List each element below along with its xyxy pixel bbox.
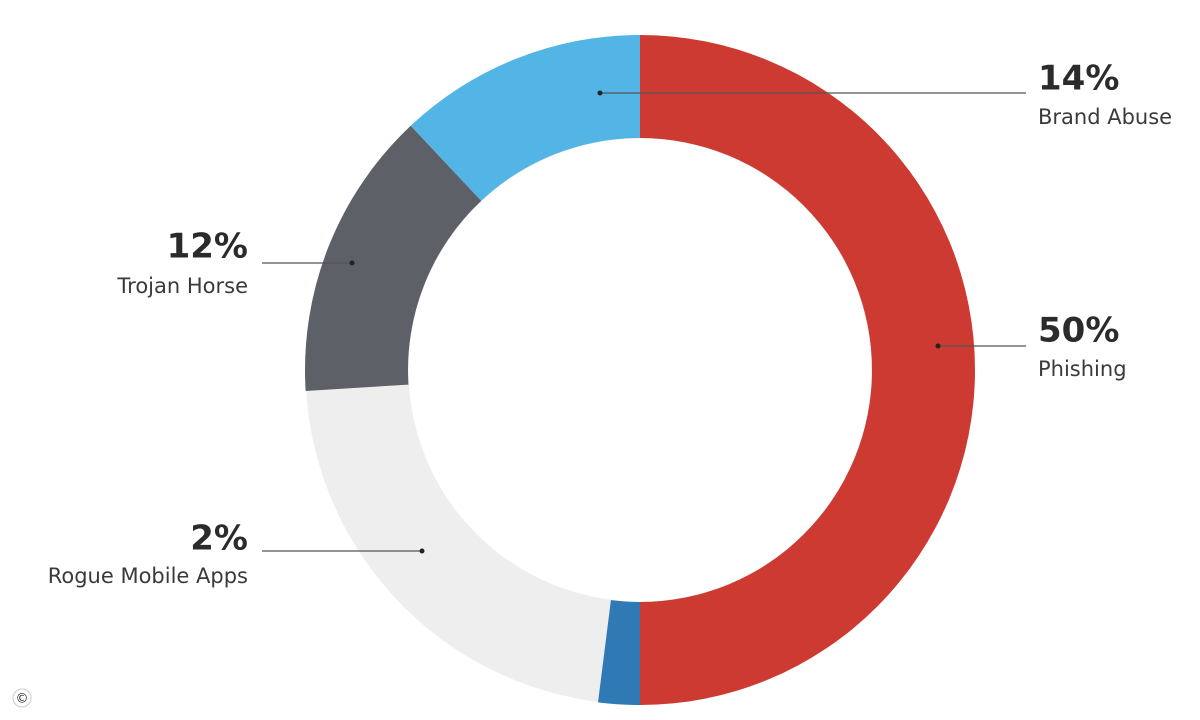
badge (12, 688, 32, 708)
value-label: 50% (1038, 311, 1119, 351)
value-label: 14% (1038, 59, 1119, 99)
labels: 50% Phishing 2% Rogue Mobile Apps 12% Trojan … (48, 59, 1172, 589)
segments (305, 35, 975, 705)
category-label: Trojan Horse (116, 274, 248, 298)
segment (598, 600, 640, 705)
value-label: 12% (167, 227, 248, 267)
category-label: Phishing (1038, 357, 1127, 381)
leader-dot (349, 260, 355, 266)
watermark: © (16, 692, 29, 707)
leader-dot (935, 343, 941, 349)
segment (305, 125, 482, 392)
value-label: 2% (190, 519, 248, 559)
leader-dot (597, 90, 603, 96)
category-label: Rogue Mobile Apps (48, 564, 248, 588)
category-label: Brand Abuse (1038, 105, 1172, 129)
leader-dot (419, 548, 425, 554)
segment (410, 35, 640, 201)
segment (640, 35, 975, 705)
